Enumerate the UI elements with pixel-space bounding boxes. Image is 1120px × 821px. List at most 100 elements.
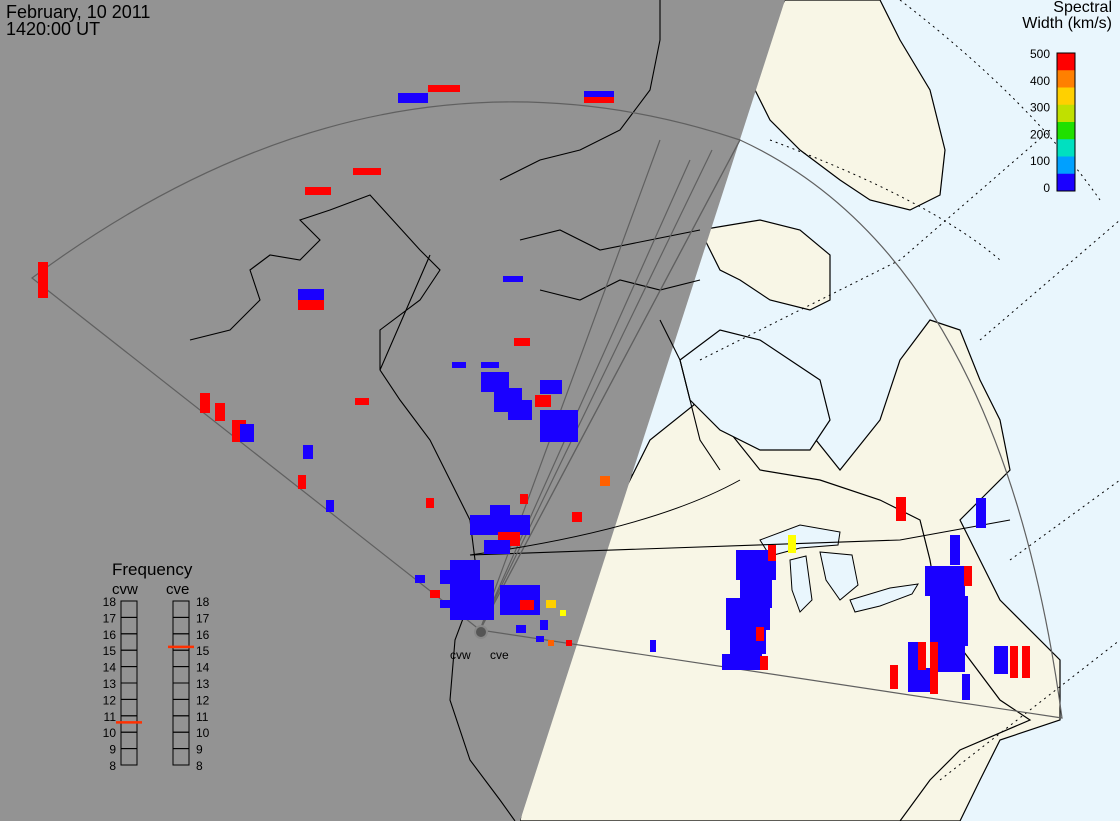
frequency-title: Frequency	[112, 560, 193, 579]
frequency-tick-labels: 18 18 17 17 16 16 15 15 14 14 13 13 12 12 11 11 10 10 9 9 8 8	[103, 595, 210, 773]
hudson-bay	[679, 329, 831, 451]
echo-cell	[481, 372, 509, 392]
echo-cell	[760, 656, 768, 670]
echo-cell	[976, 498, 986, 528]
land-baffin	[699, 219, 831, 311]
state-province-border	[379, 254, 1011, 556]
frequency-tick-right: 13	[196, 677, 210, 691]
echo-cell	[930, 642, 938, 670]
echo-cell	[560, 610, 566, 616]
colorbar-segment	[1057, 87, 1075, 106]
colorbar-segment	[1057, 173, 1075, 192]
echo-cell	[298, 475, 306, 489]
echo-cell	[896, 497, 906, 521]
plot-title: February, 10 2011 1420:00 UT	[6, 3, 150, 38]
great-lakes	[759, 524, 919, 613]
lat-ring-5	[939, 639, 1120, 781]
frequency-tick-right: 9	[196, 743, 203, 757]
frequency-tick-left: 15	[103, 644, 117, 658]
echo-cell	[484, 540, 510, 554]
frequency-tick-right: 12	[196, 693, 210, 707]
echo-cell	[470, 580, 494, 620]
echo-cell	[514, 338, 530, 346]
echo-cell	[962, 674, 970, 700]
frequency-tick-left: 8	[109, 759, 116, 773]
echo-cell	[481, 362, 499, 368]
colorbar-tick: 300	[1030, 101, 1050, 115]
coastline-hudson-west	[659, 319, 721, 471]
frequency-tick-left: 9	[109, 743, 116, 757]
echo-cell	[890, 665, 898, 689]
echo-cell	[726, 598, 770, 630]
colorbar-tick: 400	[1030, 74, 1050, 88]
echo-cell	[430, 590, 440, 598]
fov-west-outline	[31, 101, 741, 631]
colorbar-tick-labels: 500 400 300 200 100 0	[1030, 47, 1050, 195]
coastline-arctic-islands	[499, 0, 701, 301]
frequency-box-cvw	[120, 748, 138, 766]
echo-cell	[353, 168, 381, 175]
frequency-tick-left: 14	[103, 661, 117, 675]
echo-cell	[240, 424, 254, 442]
frequency-tick-left: 12	[103, 693, 117, 707]
night-region	[0, 0, 785, 821]
colorbar: 500 400 300 200 100 0	[1030, 47, 1076, 195]
echo-cell	[200, 393, 210, 413]
echo-cell	[520, 494, 528, 504]
fov-east-outline	[479, 139, 1063, 719]
frequency-tick-right: 15	[196, 644, 210, 658]
latitude-rings	[699, 0, 1120, 781]
echo-cell	[756, 627, 764, 641]
frequency-box-cve	[172, 748, 190, 766]
echo-cell	[516, 625, 526, 633]
frequency-tick-right: 17	[196, 611, 210, 625]
colorbar-title-line1: Spectral	[1053, 0, 1112, 16]
frequency-tick-left: 17	[103, 611, 117, 625]
echo-cell	[536, 636, 544, 642]
lat-ring-2	[899, 0, 1101, 201]
echo-cell	[964, 566, 972, 586]
lat-ring-1	[769, 139, 1001, 261]
echo-cell	[546, 600, 556, 608]
echo-cell	[572, 512, 582, 522]
echo-cell	[535, 395, 551, 407]
echo-cell	[305, 187, 331, 195]
frequency-tick-right: 14	[196, 661, 210, 675]
echo-cell	[1022, 646, 1030, 678]
echo-cell	[600, 476, 610, 486]
lake-erie-ontario	[849, 583, 919, 613]
echo-cell	[930, 670, 938, 694]
echo-cell	[1010, 646, 1018, 678]
echo-cell	[355, 398, 369, 405]
frequency-scale-boxes	[120, 600, 190, 766]
radar-label-east: cve	[490, 648, 509, 662]
frequency-tick-left: 16	[103, 628, 117, 642]
echo-cell	[930, 596, 968, 646]
frequency-tick-right: 16	[196, 628, 210, 642]
frequency-label-east: cve	[166, 581, 189, 598]
echo-cell	[566, 640, 572, 646]
echo-cell	[548, 640, 554, 646]
frequency-label-west: cvw	[112, 581, 138, 598]
echo-cell	[326, 500, 334, 512]
echo-cell	[788, 535, 796, 553]
echo-cell	[540, 620, 548, 630]
echo-cell	[298, 289, 324, 301]
frequency-tick-left: 13	[103, 677, 117, 691]
frequency-panel: Frequency cvw cve 18 18 17 17 16 16 15 15 14 14 13…	[103, 560, 210, 773]
echo-cell	[215, 403, 225, 421]
echo-cell	[540, 410, 578, 442]
echo-cell	[452, 362, 466, 368]
echo-cell	[470, 515, 530, 535]
frequency-tick-right: 10	[196, 726, 210, 740]
colorbar-segment	[1057, 122, 1075, 140]
colorbar-tick: 100	[1030, 154, 1050, 168]
frequency-tick-left: 10	[103, 726, 117, 740]
echo-cell	[298, 300, 324, 310]
colorbar-segment	[1057, 53, 1075, 71]
echo-cell	[584, 91, 614, 99]
lake-huron	[819, 551, 859, 601]
land-greenland	[744, 0, 946, 211]
